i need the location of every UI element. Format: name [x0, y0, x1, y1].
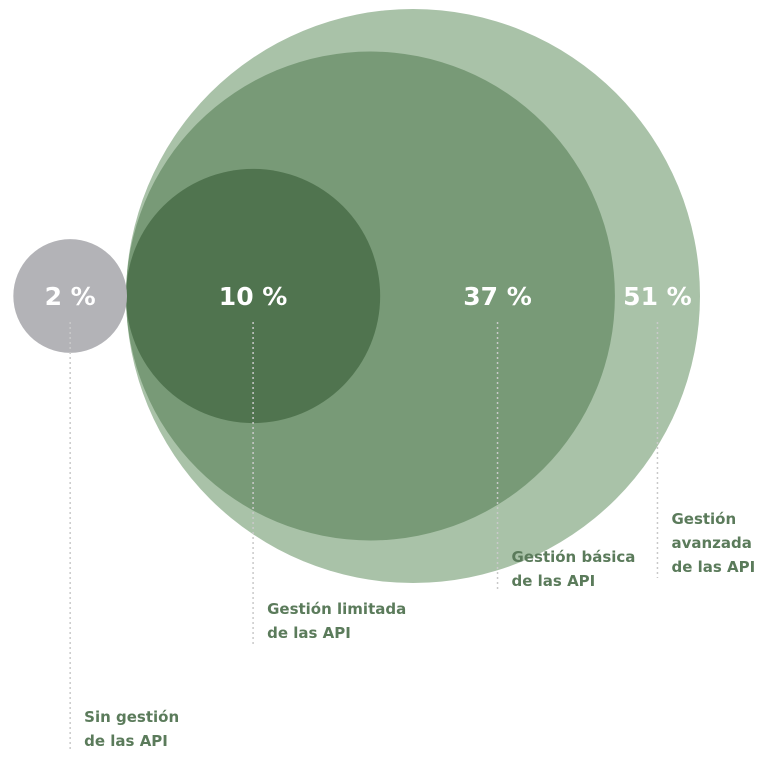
value-label: 2 %	[45, 282, 96, 311]
category-label: Gestión avanzada de las API	[671, 510, 755, 576]
value-label: 51 %	[623, 282, 692, 311]
category-label: Gestión limitada de las API	[267, 600, 406, 642]
bubble	[126, 168, 381, 424]
value-label: 37 %	[463, 282, 532, 311]
category-label: Sin gestión de las API	[84, 708, 179, 750]
value-label: 10 %	[219, 282, 288, 311]
category-label: Gestión básica de las API	[512, 548, 636, 590]
bubble	[13, 239, 128, 353]
